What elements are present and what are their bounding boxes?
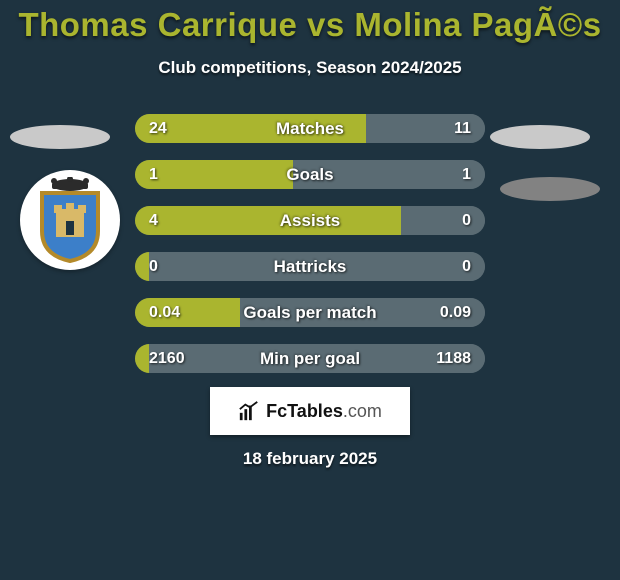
stat-bars: Matches2411Goals11Assists40Hattricks00Go…: [135, 114, 485, 373]
stat-value-left: 1: [149, 166, 158, 184]
stat-bar-right: [401, 206, 485, 235]
stat-value-right: 1188: [436, 350, 471, 368]
stat-label: Assists: [280, 211, 340, 231]
stat-bar-left: [135, 344, 149, 373]
stat-label: Hattricks: [274, 257, 347, 277]
stat-value-right: 0: [462, 212, 471, 230]
player-right-oval-2: [500, 177, 600, 201]
stat-row: Matches 24 11: [135, 114, 485, 143]
stat-row: Goals per match 0.04 0.09: [135, 298, 485, 327]
stat-row: Goals 1 1: [135, 160, 485, 189]
stat-label: Goals per match: [243, 303, 376, 323]
stat-value-right: 1: [462, 166, 471, 184]
stat-value-right: 11: [454, 120, 471, 138]
brand-badge: FcTables.com: [210, 387, 410, 435]
stat-value-right: 0.09: [440, 304, 471, 322]
page-title: Thomas Carrique vs Molina PagÃ©s: [18, 6, 601, 44]
comparison-infographic: Thomas Carrique vs Molina PagÃ©s Club co…: [0, 0, 620, 580]
stat-row: Assists 4 0: [135, 206, 485, 235]
stat-label: Min per goal: [260, 349, 360, 369]
stat-bar-left: [135, 206, 401, 235]
player-left-oval: [10, 125, 110, 149]
brand-light: .com: [343, 401, 382, 421]
stat-label: Goals: [286, 165, 333, 185]
stat-value-right: 0: [462, 258, 471, 276]
stat-row: Min per goal 2160 1188: [135, 344, 485, 373]
footer-date: 18 february 2025: [243, 449, 377, 469]
stat-row: Hattricks 0 0: [135, 252, 485, 281]
stat-bar-left: [135, 160, 293, 189]
shield-icon: [32, 177, 108, 263]
club-crest: [20, 170, 120, 270]
chart-icon: [238, 400, 260, 422]
brand-text: FcTables.com: [266, 401, 382, 422]
stat-bar-left: [135, 252, 149, 281]
stat-value-left: 4: [149, 212, 158, 230]
brand-bold: FcTables: [266, 401, 343, 421]
stat-value-left: 2160: [149, 350, 185, 368]
player-right-oval: [490, 125, 590, 149]
stat-value-left: 0.04: [149, 304, 180, 322]
stat-value-left: 0: [149, 258, 158, 276]
stat-label: Matches: [276, 119, 344, 139]
page-subtitle: Club competitions, Season 2024/2025: [158, 58, 461, 78]
stat-value-left: 24: [149, 120, 167, 138]
